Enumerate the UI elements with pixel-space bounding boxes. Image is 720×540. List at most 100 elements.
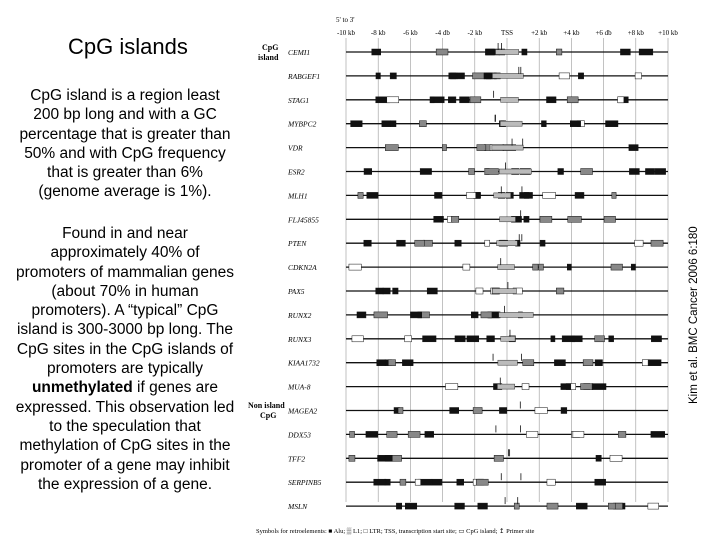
retroelement-mark: [471, 311, 479, 319]
retroelement-mark: [550, 335, 556, 343]
retroelement-mark: [363, 239, 372, 247]
retroelement-mark: [373, 478, 387, 486]
retroelement-mark: [350, 120, 363, 127]
gene-label-cdkn2a: CDKN2A: [288, 263, 317, 272]
cpg-island-mark: [498, 168, 532, 175]
retroelement-mark: [628, 144, 639, 151]
retroelement-mark: [638, 48, 654, 56]
retroelement-mark: [477, 502, 488, 510]
gene-label-magea2: MAGEA2: [287, 407, 317, 416]
retroelement-mark: [445, 383, 459, 390]
retroelement-mark: [424, 431, 434, 438]
retroelement-mark: [651, 335, 662, 343]
axis-tick-label: +8 kb: [628, 29, 645, 37]
retroelement-mark: [396, 239, 406, 247]
retroelement-mark: [526, 431, 539, 438]
cpg-island-mark: [497, 359, 518, 366]
retroelement-mark: [645, 168, 655, 175]
retroelement-mark: [356, 311, 367, 319]
retroelement-mark: [371, 48, 381, 56]
retroelement-mark: [560, 407, 568, 414]
retroelement-mark: [414, 239, 425, 247]
retroelement-mark: [454, 502, 465, 510]
gene-label-flj45855: FLJ45855: [287, 215, 319, 224]
cpg-island-mark: [497, 264, 515, 270]
retroelement-mark: [407, 431, 421, 438]
retroelement-mark: [571, 335, 583, 343]
retroelement-mark: [475, 287, 484, 295]
retroelement-mark: [647, 502, 659, 510]
retroelement-mark: [434, 192, 443, 199]
retroelement-mark: [376, 359, 386, 366]
retroelement-mark: [388, 359, 396, 366]
retroelement-mark: [381, 120, 391, 127]
retroelement-mark: [618, 431, 627, 438]
retroelement-mark: [580, 168, 593, 175]
retroelement-mark: [392, 287, 399, 295]
group-label-non-island-line2: CpG: [260, 411, 276, 420]
page-title: CpG islands: [68, 34, 188, 59]
retroelement-mark: [373, 311, 388, 319]
group-label-cpg-island: CpG: [262, 43, 278, 52]
legend: Symbols for retroelements: ■ Alu; ▒ L1; …: [256, 527, 535, 535]
axis-tick-label: -4 db: [435, 29, 450, 37]
group-label-non-island: Non island: [248, 401, 285, 410]
retroelement-mark: [608, 502, 616, 510]
retroelement-mark: [611, 192, 617, 199]
retroelement-mark: [560, 383, 572, 390]
retroelement-mark: [449, 407, 459, 414]
retroelement-mark: [519, 192, 533, 199]
retroelement-mark: [617, 96, 625, 104]
cpg-island-mark: [492, 73, 524, 79]
retroelement-mark: [404, 502, 418, 510]
gene-label-pax5: PAX5: [287, 287, 305, 296]
gene-label-runx3: RUNX3: [287, 335, 312, 344]
retroelement-mark: [351, 335, 364, 343]
retroelement-mark: [384, 455, 393, 462]
retroelement-mark: [595, 455, 602, 462]
retroelement-mark: [484, 239, 490, 247]
retroelement-mark: [390, 120, 397, 127]
retroelement-mark: [591, 383, 607, 390]
retroelement-mark: [522, 359, 535, 366]
retroelement-mark: [396, 502, 403, 510]
retroelement-mark: [566, 263, 572, 271]
cpg-island-mark: [497, 383, 515, 390]
retroelement-mark: [546, 502, 559, 510]
axis-tick-label: TSS: [501, 29, 513, 37]
cpg-definition-text: CpG island is a region least 200 bp long…: [19, 87, 231, 201]
retroelement-mark: [475, 192, 481, 199]
retroelement-mark: [472, 72, 485, 80]
axis-tick-label: +10 kb: [658, 29, 678, 37]
retroelement-mark: [582, 359, 594, 366]
retroelement-mark: [366, 192, 379, 199]
retroelement-mark: [539, 239, 546, 247]
retroelement-mark: [576, 502, 588, 510]
retroelement-mark: [546, 478, 556, 486]
retroelement-mark: [397, 407, 404, 414]
gene-label-msln: MSLN: [287, 502, 308, 511]
retroelement-mark: [466, 335, 480, 343]
retroelement-mark: [375, 287, 384, 295]
retroelement-mark: [556, 287, 565, 295]
retroelement-mark: [468, 168, 475, 175]
retroelement-mark: [557, 168, 564, 175]
retroelement-mark: [483, 72, 492, 80]
gene-label-esr2: ESR2: [287, 168, 305, 177]
retroelement-mark: [456, 478, 464, 486]
retroelement-mark: [630, 263, 636, 271]
gene-label-serpinb5: SERPINB5: [288, 478, 322, 487]
retroelement-mark: [385, 144, 399, 151]
retroelement-mark: [603, 216, 616, 223]
retroelement-mark: [610, 263, 623, 271]
retroelement-mark: [402, 359, 414, 366]
axis-tick-label: -10 kb: [337, 29, 356, 37]
gene-label-ddx53: DDX53: [287, 430, 311, 439]
axis-tick-label: +4 kb: [563, 29, 580, 37]
retroelement-mark: [375, 72, 381, 80]
retroelement-mark: [433, 216, 444, 223]
retroelement-mark: [567, 216, 582, 223]
retroelement-mark: [485, 168, 499, 175]
axis-tick-label: -8 kb: [371, 29, 386, 37]
retroelement-mark: [647, 359, 662, 366]
